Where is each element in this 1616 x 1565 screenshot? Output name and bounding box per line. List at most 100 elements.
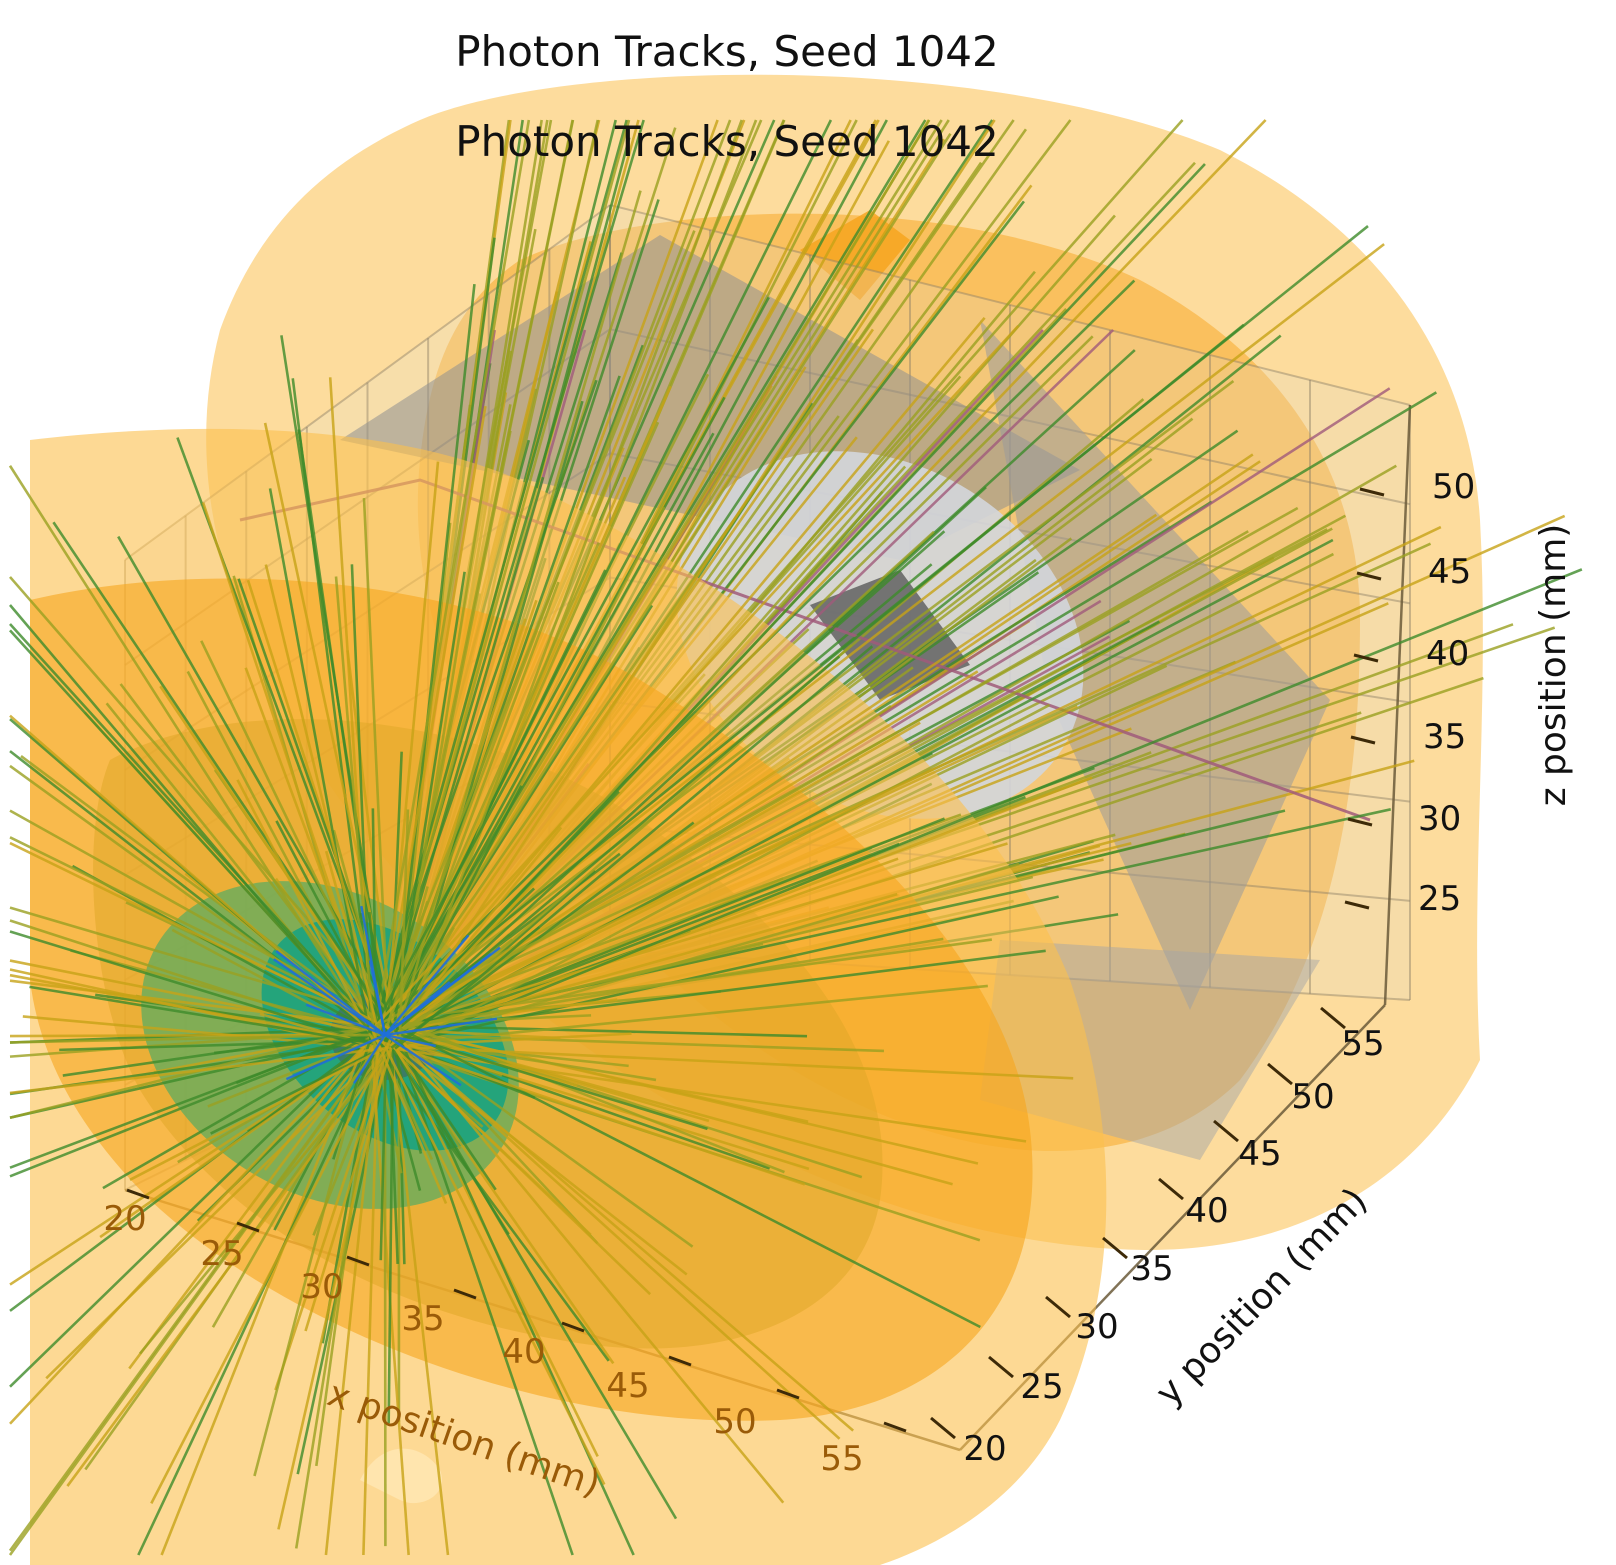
photon-track [377, 1048, 610, 1362]
photon-track [379, 163, 1206, 1045]
photon-track [370, 161, 983, 1046]
x-tick-label: 35 [401, 1299, 444, 1339]
x-tick-label: 45 [606, 1366, 649, 1406]
photon-track [9, 576, 400, 1025]
photon-track [389, 525, 1442, 1030]
y-tick-label: 30 [1075, 1307, 1118, 1347]
photon-track [52, 521, 398, 1034]
photon-track [9, 623, 390, 1043]
photon-track [334, 576, 377, 1050]
photon-track [389, 1029, 841, 1440]
photon-track [381, 530, 935, 1034]
photon-track [304, 1032, 398, 1332]
photon-track [393, 1033, 574, 1556]
y-tick-mark [930, 1416, 956, 1440]
photon-track [385, 1023, 979, 1165]
y-tick-label: 20 [963, 1429, 1006, 1469]
photon-track [385, 542, 601, 1025]
photon-track [373, 528, 1328, 1028]
photon-track [9, 930, 388, 1049]
photon-track [386, 842, 1008, 1031]
photon-track [236, 779, 379, 1049]
photon-track [384, 1033, 462, 1087]
photon-track [369, 1025, 448, 1204]
photon-track [377, 317, 986, 1043]
photon-track [381, 1033, 688, 1276]
photon-track [389, 1042, 592, 1236]
photon-track [384, 1033, 436, 1048]
photon-track [390, 119, 996, 1046]
frame-z-axis [1383, 404, 1412, 1006]
y-tick-mark [1267, 1062, 1293, 1086]
photon-track [397, 119, 743, 1048]
photon-track [395, 568, 1583, 1050]
photon-track [9, 1028, 375, 1169]
photon-track [379, 476, 545, 1036]
photon-track [150, 1031, 396, 1504]
chart-title: Photon Tracks, Seed 1042 [455, 27, 999, 76]
photon-track [387, 892, 898, 1038]
photon-track [394, 1019, 785, 1174]
photon-track [186, 670, 386, 1044]
photon-track [373, 1038, 806, 1186]
photon-track [370, 119, 931, 1044]
photon-track [387, 670, 979, 1031]
photon-track [9, 841, 396, 1033]
x-tick-mark [453, 1288, 477, 1300]
photon-track [305, 1003, 386, 1037]
y-tick-label: 45 [1238, 1134, 1281, 1174]
photon-track [396, 1032, 632, 1048]
photon-track [371, 530, 1249, 1035]
photon-track [390, 1030, 708, 1131]
photon-track [387, 1042, 399, 1264]
x-tick-mark [668, 1355, 692, 1367]
x-tick-label: 50 [713, 1402, 756, 1442]
photon-track [264, 564, 380, 1034]
photon-track [388, 1026, 710, 1123]
y-tick-mark [1320, 1006, 1346, 1030]
photon-track [22, 1015, 390, 1051]
photon-track [373, 119, 531, 1033]
photon-track [397, 190, 642, 1030]
x-tick-mark [236, 1221, 260, 1233]
photon-track [399, 1033, 884, 1053]
photon-track [374, 1044, 1074, 1080]
photon-track [384, 984, 988, 1047]
shell-back-notch [800, 210, 910, 300]
photon-track [372, 604, 654, 1042]
photon-track [360, 905, 387, 1036]
photon-track [378, 406, 487, 1041]
photon-track [392, 1024, 808, 1038]
photon-track [397, 937, 944, 1030]
photon-track [285, 1033, 386, 1081]
y-tick-label: 35 [1130, 1249, 1173, 1289]
y-tick-mark [1213, 1119, 1239, 1143]
photon-track [273, 958, 386, 1036]
z-tick-mark [1359, 487, 1385, 497]
grid-line [609, 204, 1411, 406]
x-tick-label: 40 [502, 1332, 545, 1372]
photon-track [8, 465, 378, 1042]
x-tick-label: 25 [200, 1234, 243, 1274]
photon-track [29, 985, 372, 1045]
photon-track [9, 959, 373, 1034]
photon-track [375, 132, 952, 1035]
y-tick-label: 50 [1291, 1077, 1334, 1117]
x-tick-labels: 20 25 30 35 40 45 50 55 [103, 1199, 863, 1479]
photon-track [377, 396, 726, 1033]
z-tick-mark [1353, 653, 1379, 663]
photon-track [275, 950, 386, 1036]
z-axis-label: z position (mm) [1533, 524, 1574, 807]
photon-track [384, 934, 470, 1036]
photon-track [268, 488, 373, 1044]
photon-track [66, 1045, 395, 1487]
photon-track [9, 1029, 378, 1178]
y-tick-mark [1158, 1177, 1184, 1201]
photon-track [9, 979, 381, 1028]
x-tick-label: 20 [103, 1199, 146, 1239]
z-tick-mark [1350, 735, 1376, 745]
photon-track [9, 1025, 384, 1425]
x-tick-mark [561, 1321, 585, 1333]
photon-track [390, 1032, 855, 1432]
